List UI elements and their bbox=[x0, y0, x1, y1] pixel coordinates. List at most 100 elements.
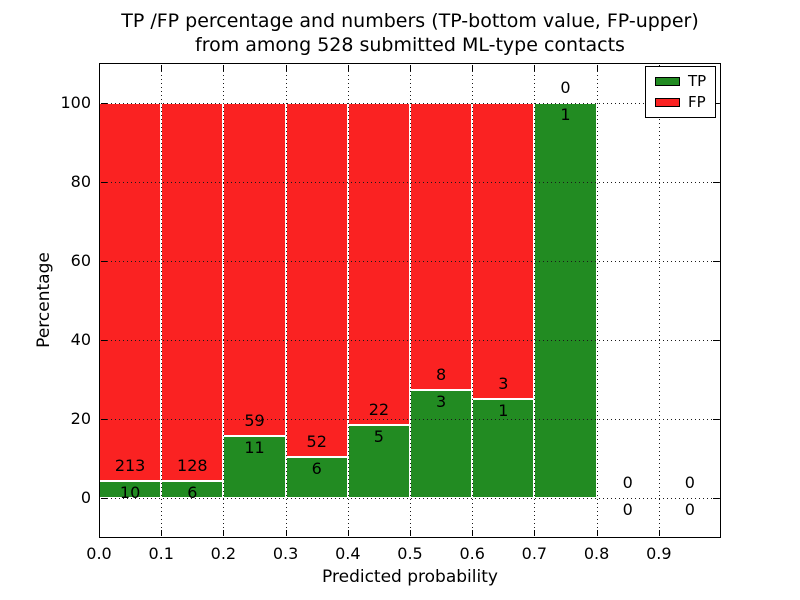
fp-count-label: 52 bbox=[306, 432, 327, 452]
x-tick-label: 0.1 bbox=[148, 544, 174, 563]
tp-legend-label: TP bbox=[688, 72, 707, 90]
x-tick bbox=[161, 530, 163, 536]
tp-count-label: 0 bbox=[684, 500, 695, 520]
x-tick bbox=[534, 530, 536, 536]
x-tick-label: 0.0 bbox=[86, 544, 112, 563]
fp-count-label: 213 bbox=[114, 455, 146, 475]
x-tick bbox=[99, 530, 100, 536]
x-tick bbox=[223, 530, 225, 536]
y-tick-label: 40 bbox=[70, 330, 91, 350]
bar-fp-segment bbox=[285, 102, 348, 458]
fp-count-label: 0 bbox=[622, 473, 633, 493]
y-tick-label: 60 bbox=[70, 250, 91, 270]
bar-fp-segment bbox=[161, 102, 224, 481]
x-gridline bbox=[596, 63, 598, 538]
tp-count-label: 1 bbox=[498, 401, 509, 421]
fp-count-label: 22 bbox=[368, 400, 390, 420]
y-tick-label: 20 bbox=[70, 409, 91, 429]
x-gridline bbox=[410, 63, 411, 538]
x-axis-label: Predicted probability bbox=[322, 567, 498, 587]
y-tick-right bbox=[713, 419, 719, 421]
y-gridline bbox=[99, 498, 721, 500]
y-tick-right bbox=[713, 260, 719, 262]
x-tick-label: 0.7 bbox=[521, 544, 548, 563]
legend-item-tp: TP bbox=[655, 74, 706, 89]
x-tick-top bbox=[223, 65, 225, 71]
y-tick-right bbox=[713, 340, 719, 342]
y-tick bbox=[101, 340, 107, 342]
x-tick-label: 0.5 bbox=[397, 544, 423, 563]
bar-fp-segment bbox=[99, 102, 162, 481]
x-tick bbox=[347, 530, 349, 536]
y-tick bbox=[101, 181, 107, 183]
legend: TP FP bbox=[645, 66, 717, 118]
x-tick bbox=[285, 530, 287, 536]
x-tick bbox=[410, 530, 411, 536]
y-tick-label: 0 bbox=[80, 488, 91, 508]
bar-fp-segment bbox=[410, 102, 473, 391]
x-tick-top bbox=[347, 65, 349, 71]
fp-count-label: 128 bbox=[177, 455, 208, 475]
tp-count-label: 5 bbox=[373, 427, 384, 447]
x-tick-top bbox=[534, 65, 536, 71]
y-tick-label: 80 bbox=[70, 171, 91, 191]
y-gridline bbox=[99, 419, 721, 421]
x-tick-top bbox=[596, 65, 598, 71]
fp-count-label: 59 bbox=[244, 411, 265, 431]
chart-title-line1: TP /FP percentage and numbers (TP-bottom… bbox=[121, 10, 699, 32]
legend-item-fp: FP bbox=[655, 95, 706, 110]
bar-fp-segment bbox=[347, 102, 410, 426]
y-tick bbox=[101, 102, 107, 104]
x-tick-label: 0.2 bbox=[210, 544, 237, 563]
fp-legend-label: FP bbox=[688, 93, 706, 111]
y-gridline bbox=[99, 181, 721, 183]
x-tick-top bbox=[472, 65, 474, 71]
x-gridline bbox=[223, 63, 225, 538]
x-tick-label: 0.3 bbox=[272, 544, 299, 563]
bar-fp-segment bbox=[223, 102, 286, 437]
tp-count-label: 3 bbox=[436, 392, 447, 412]
y-tick-label: 100 bbox=[60, 92, 91, 112]
x-tick-label: 0.6 bbox=[459, 544, 485, 563]
tp-count-label: 6 bbox=[187, 482, 198, 502]
bar-tp-segment bbox=[285, 457, 348, 499]
fp-legend-swatch bbox=[655, 98, 680, 107]
y-gridline bbox=[99, 260, 721, 262]
bar-tp-segment bbox=[223, 436, 286, 499]
x-tick bbox=[658, 530, 660, 536]
bar-tp-segment bbox=[410, 390, 473, 499]
chart-title: TP /FP percentage and numbers (TP-bottom… bbox=[121, 9, 699, 57]
x-gridline bbox=[285, 63, 287, 538]
fp-count-label: 3 bbox=[498, 374, 509, 394]
x-tick-top bbox=[410, 65, 411, 71]
x-gridline bbox=[161, 63, 163, 538]
bar-tp-segment bbox=[534, 102, 597, 499]
fp-count-label: 0 bbox=[560, 77, 571, 97]
bar-fp-segment bbox=[472, 102, 535, 400]
x-tick-top bbox=[161, 65, 163, 71]
y-tick bbox=[101, 498, 107, 500]
y-gridline bbox=[99, 102, 721, 104]
x-tick bbox=[472, 530, 474, 536]
x-gridline bbox=[472, 63, 474, 538]
tp-count-label: 1 bbox=[560, 104, 571, 124]
x-gridline bbox=[534, 63, 536, 538]
tp-count-label: 11 bbox=[244, 438, 265, 458]
x-tick bbox=[596, 530, 598, 536]
tp-count-label: 10 bbox=[119, 482, 141, 502]
x-tick-top bbox=[99, 65, 100, 71]
fp-count-label: 0 bbox=[684, 473, 695, 493]
tp-legend-swatch bbox=[655, 77, 680, 86]
x-tick-label: 0.4 bbox=[335, 544, 361, 563]
x-gridline bbox=[658, 63, 660, 538]
fp-count-label: 8 bbox=[436, 365, 447, 385]
x-tick-top bbox=[285, 65, 287, 71]
x-gridline bbox=[347, 63, 349, 538]
bar-tp-segment bbox=[472, 399, 535, 499]
x-tick-label: 0.9 bbox=[646, 544, 672, 563]
y-gridline bbox=[99, 340, 721, 342]
y-tick-right bbox=[713, 498, 719, 500]
x-tick-label: 0.8 bbox=[583, 544, 610, 563]
y-tick-right bbox=[713, 181, 719, 183]
